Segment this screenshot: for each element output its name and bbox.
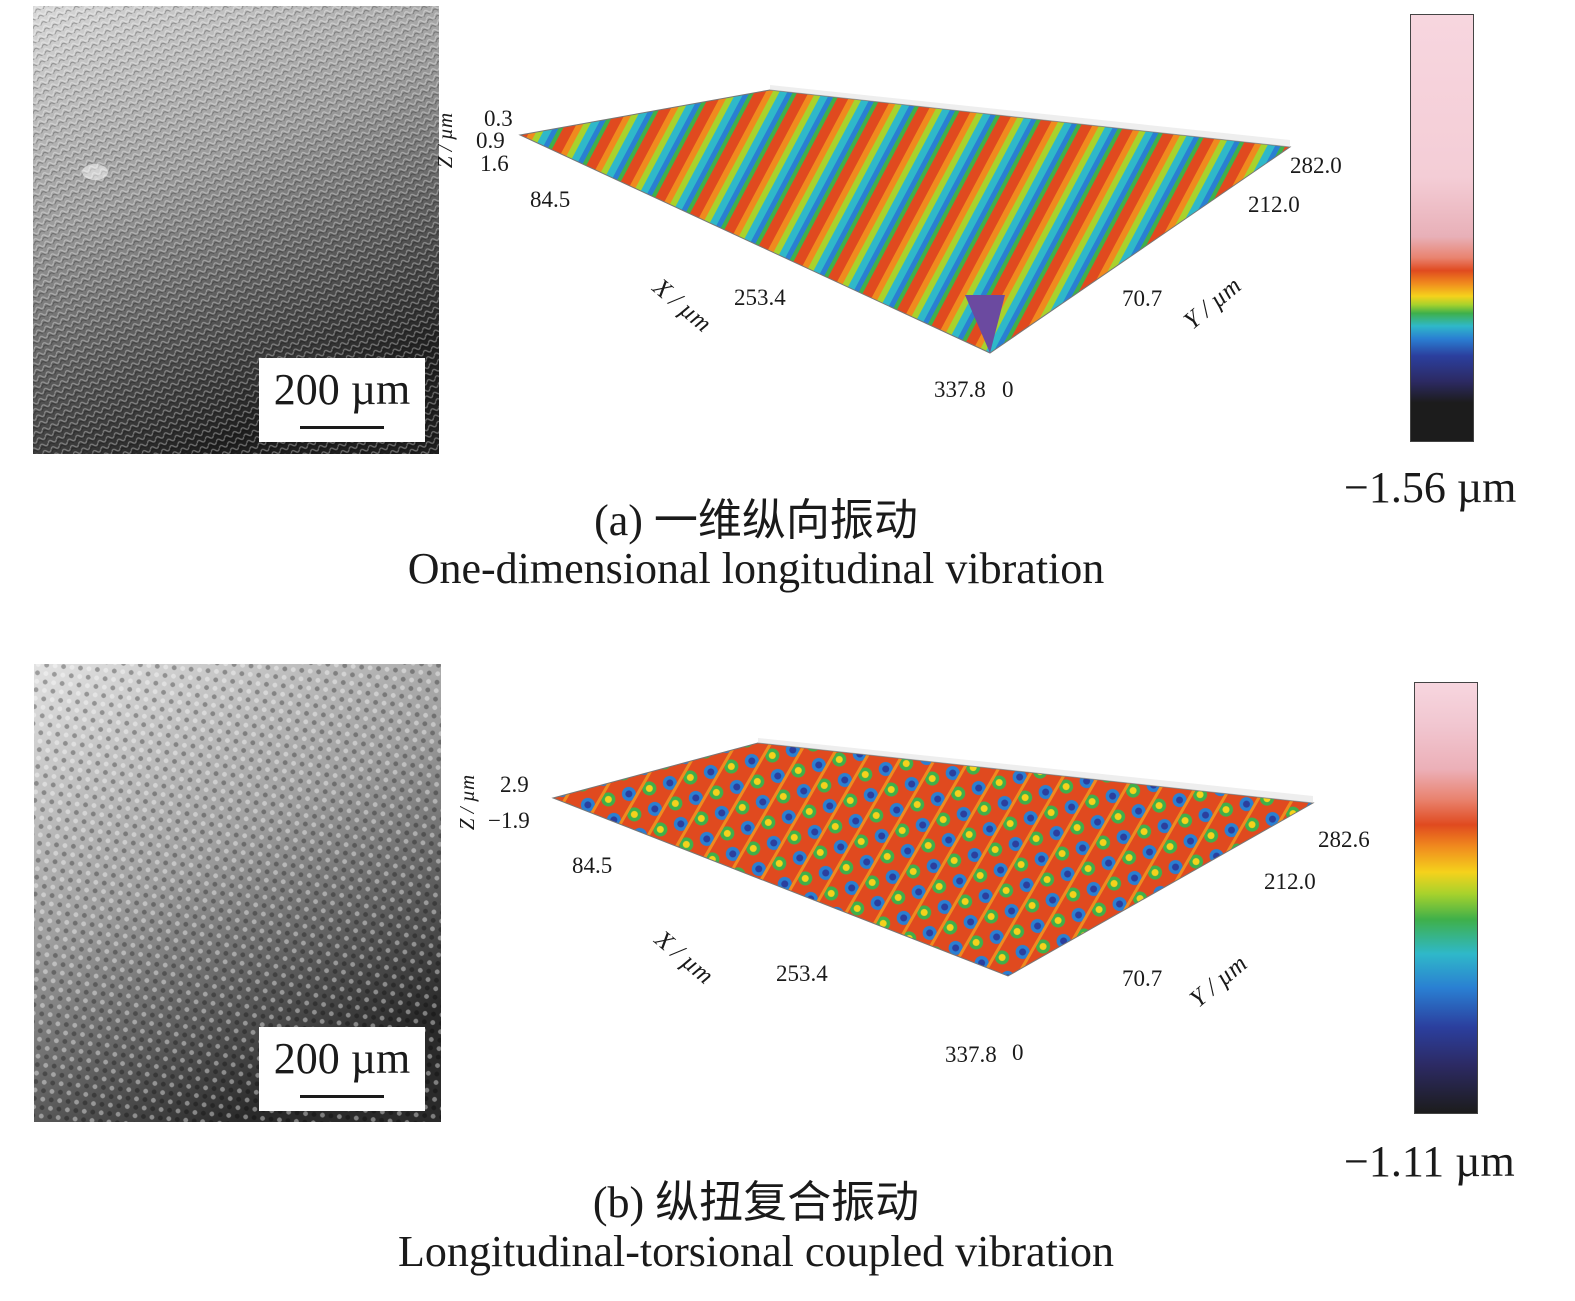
colorbar-b bbox=[1414, 682, 1478, 1114]
z-tick-b-1: −1.9 bbox=[488, 808, 530, 833]
x-tick-b-0: 84.5 bbox=[572, 853, 613, 878]
z-tick-a-2: 1.6 bbox=[480, 151, 509, 176]
sem-micrograph-a bbox=[33, 6, 439, 454]
panel-b: 200 µm Z / µm 2.9 −1.9 84.5 X / µm 253.4… bbox=[0, 650, 1575, 1300]
z-axis-label-a: Z / µm bbox=[433, 112, 458, 169]
z-tick-b-0: 2.9 bbox=[500, 772, 529, 797]
y-tick-a-2: 212.0 bbox=[1248, 192, 1300, 217]
z-axis-label-b: Z / µm bbox=[455, 774, 480, 831]
y-tick-b-1: 70.7 bbox=[1122, 966, 1163, 991]
y-tick-b-2: 212.0 bbox=[1264, 869, 1316, 894]
y-tick-a-0: 0 bbox=[1002, 377, 1014, 402]
scale-bar-line bbox=[300, 1095, 384, 1098]
z-tick-a-0: 0.3 bbox=[484, 106, 513, 131]
x-tick-a-0: 84.5 bbox=[530, 187, 571, 212]
x-tick-a-2: 337.8 bbox=[934, 377, 986, 402]
z-tick-a-1: 0.9 bbox=[476, 128, 505, 153]
x-tick-b-1: 253.4 bbox=[776, 961, 828, 986]
y-tick-a-1: 70.7 bbox=[1122, 286, 1163, 311]
colorbar-min-b: −1.11 µm bbox=[1344, 1137, 1515, 1186]
scale-bar-b: 200 µm bbox=[259, 1027, 425, 1111]
scale-bar-label: 200 µm bbox=[273, 365, 411, 414]
caption-cn-b: (b) 纵扭复合振动 bbox=[592, 1178, 920, 1227]
surface-3d-b bbox=[548, 738, 1328, 978]
colorbar-a bbox=[1410, 14, 1474, 442]
caption-cn-a: (a) 一维纵向振动 bbox=[594, 496, 918, 545]
scale-bar-label: 200 µm bbox=[273, 1034, 411, 1083]
x-tick-b-2: 337.8 bbox=[945, 1042, 997, 1067]
panel-a: 200 µm bbox=[0, 0, 1575, 650]
y-tick-b-0: 0 bbox=[1012, 1040, 1024, 1065]
surface-3d-a bbox=[500, 85, 1320, 375]
y-tick-b-3: 282.6 bbox=[1318, 827, 1370, 852]
colorbar-min-a: −1.56 µm bbox=[1344, 463, 1517, 512]
scale-bar-a: 200 µm bbox=[259, 358, 425, 442]
caption-en-b: Longitudinal-torsional coupled vibration bbox=[397, 1227, 1115, 1276]
x-tick-a-1: 253.4 bbox=[734, 285, 786, 310]
caption-en-a: One-dimensional longitudinal vibration bbox=[407, 544, 1105, 593]
scale-bar-line bbox=[300, 426, 384, 429]
y-tick-a-3: 282.0 bbox=[1290, 153, 1342, 178]
